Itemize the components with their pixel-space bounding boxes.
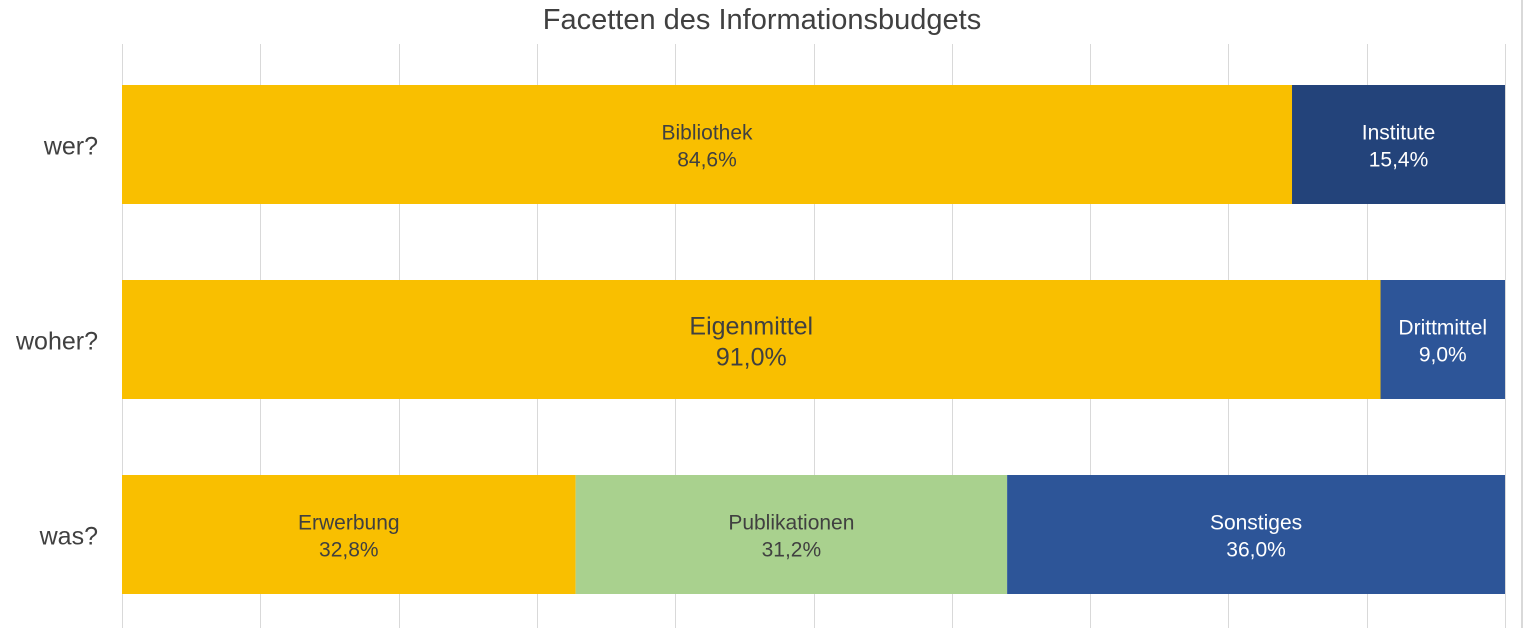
segment-label: Eigenmittel [689,313,813,341]
bar-segment [1380,280,1505,399]
data-label: 36,0% [1226,539,1286,562]
bar-segment [122,280,1381,399]
chart-border [1521,0,1523,628]
data-label: 9,0% [1419,344,1467,367]
bar-segment [575,475,1008,594]
segment-label: Institute [1362,122,1436,145]
segment-label: Sonstiges [1210,512,1302,535]
category-label: woher? [15,328,98,356]
segment-label: Bibliothek [661,122,753,145]
data-label: 15,4% [1369,149,1429,172]
data-label: 91,0% [716,344,787,372]
segment-label: Drittmittel [1398,317,1487,340]
segment-label: Erwerbung [298,512,400,535]
chart-title: Facetten des Informationsbudgets [542,4,982,36]
data-label: 84,6% [677,149,737,172]
bar-segment [1292,85,1505,204]
data-label: 32,8% [319,539,379,562]
bar-segment [122,85,1293,204]
bar-segment [1007,475,1505,594]
bar-segment [122,475,576,594]
category-label: was? [39,523,98,551]
segment-label: Publikationen [728,512,854,535]
category-label: wer? [43,133,98,161]
data-label: 31,2% [762,539,822,562]
